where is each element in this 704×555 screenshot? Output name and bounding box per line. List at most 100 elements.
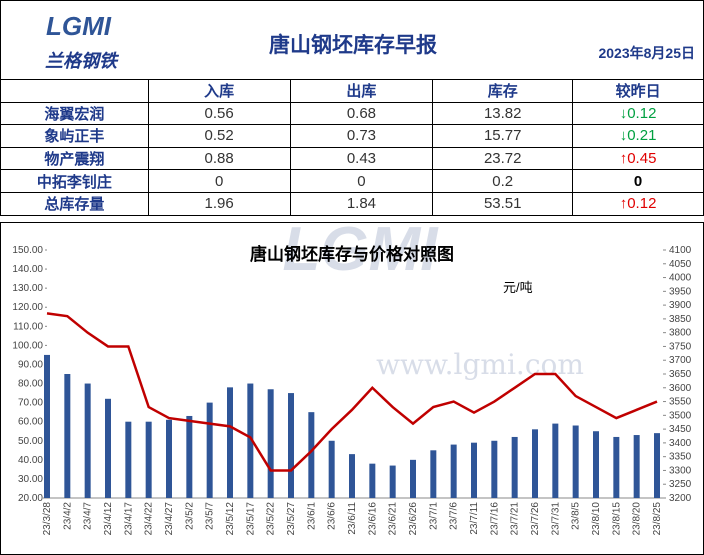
- header-cell: 入库: [147, 79, 291, 103]
- watermark: LGMI: [283, 222, 440, 284]
- cell: ↑0.12: [572, 191, 704, 216]
- x-tick-label: 23/8/15: [611, 502, 622, 536]
- bar: [64, 374, 71, 498]
- y2-tick-label: 3350: [669, 452, 692, 463]
- logo: LGMI: [46, 11, 111, 41]
- x-tick-label: 23/5/12: [225, 502, 236, 536]
- y-tick-label: 80.00: [18, 379, 43, 390]
- y2-tick-label: 3600: [669, 383, 692, 394]
- row-name: 海翼宏润: [0, 101, 149, 126]
- cell: 0.73: [289, 124, 434, 148]
- row-name: 总库存量: [0, 191, 149, 216]
- x-tick-label: 23/5/22: [266, 502, 277, 536]
- bar: [654, 433, 660, 498]
- x-tick-label: 23/6/6: [327, 502, 338, 530]
- bar: [227, 387, 233, 498]
- x-tick-label: 23/4/12: [103, 502, 114, 536]
- x-tick-label: 23/6/16: [367, 502, 378, 536]
- cell: 0.43: [289, 146, 434, 171]
- bar: [125, 421, 132, 498]
- y-tick-label: 120.00: [12, 302, 43, 313]
- row: 中拓李钊庄 0 0 0.2 0: [0, 169, 704, 193]
- title: 唐山钢坯库存早报: [269, 34, 437, 57]
- x-tick-label: 23/4/2: [62, 502, 73, 530]
- x-tick-label: 23/5/2: [184, 502, 195, 530]
- bar: [410, 459, 416, 498]
- cell: 15.77: [432, 124, 574, 148]
- y-tick-label: 140.00: [12, 264, 43, 275]
- x-tick-label: 23/7/11: [469, 502, 480, 535]
- row-name: 中拓李钊庄: [0, 169, 149, 193]
- cell: 0.68: [289, 101, 434, 126]
- row: 物产震翔 0.88 0.43 23.72 ↑0.45: [0, 146, 704, 171]
- x-tick-label: 23/7/31: [550, 502, 561, 536]
- bar: [84, 383, 91, 498]
- x-tick-label: 23/4/17: [123, 502, 134, 536]
- y2-tick-label: 4050: [669, 259, 692, 270]
- cell: 0.52: [147, 124, 291, 148]
- y-tick-label: 150.00: [12, 245, 43, 256]
- cell: 0.56: [147, 101, 291, 126]
- bar: [552, 423, 559, 498]
- y-tick-label: 20.00: [18, 493, 43, 504]
- row-name: 物产震翔: [0, 146, 149, 171]
- cell: 0: [289, 169, 434, 193]
- bar: [491, 440, 498, 498]
- bar: [247, 383, 254, 498]
- x-tick-label: 23/8/5: [571, 502, 582, 530]
- bar: [389, 465, 396, 498]
- header: LGMI 兰格钢铁 唐山钢坯库存早报 2023年8月25日: [0, 0, 704, 80]
- cell: 23.72: [432, 146, 574, 171]
- x-tick-label: 23/7/1: [428, 502, 439, 530]
- y2-tick-label: 4000: [669, 273, 692, 284]
- cell: 0: [572, 169, 704, 193]
- cell: 1.84: [289, 191, 434, 216]
- bar: [532, 429, 538, 498]
- x-tick-label: 23/5/7: [205, 502, 216, 530]
- row-name: 象屿正丰: [0, 124, 149, 148]
- cell: 13.82: [432, 101, 574, 126]
- x-tick-label: 23/6/11: [347, 502, 358, 535]
- bar: [308, 412, 315, 498]
- x-tick-label: 23/4/7: [83, 502, 94, 530]
- y2-tick-label: 3700: [669, 355, 692, 366]
- y-tick-label: 60.00: [18, 417, 43, 428]
- x-tick-label: 23/7/26: [530, 502, 541, 536]
- cell: 0.88: [147, 146, 291, 171]
- row: 海翼宏润 0.56 0.68 13.82 ↓0.12: [0, 101, 704, 126]
- stock-table: 入库 出库 库存 较昨日 海翼宏润 0.56 0.68 13.82 ↓0.12 象屿正丰 0.52 0…: [0, 79, 704, 216]
- x-tick-label: 23/7/16: [489, 502, 500, 536]
- bar: [471, 442, 477, 498]
- y2-tick-label: 3850: [669, 314, 692, 325]
- x-tick-label: 23/8/20: [632, 502, 643, 536]
- y-tick-label: 100.00: [12, 340, 43, 351]
- header-cell: 出库: [289, 79, 434, 103]
- bar: [593, 431, 599, 498]
- bar: [572, 425, 579, 498]
- bar: [613, 436, 620, 498]
- x-tick-label: 23/4/27: [164, 502, 175, 536]
- y2-tick-label: 3950: [669, 286, 692, 297]
- unit: 元/吨: [503, 280, 533, 295]
- row: 象屿正丰 0.52 0.73 15.77 ↓0.21: [0, 124, 704, 148]
- bar: [186, 415, 193, 498]
- y2-tick-label: 3300: [669, 465, 692, 476]
- cell: ↓0.12: [572, 101, 704, 126]
- x-tick-label: 23/7/6: [449, 502, 460, 530]
- y2-tick-label: 3400: [669, 438, 692, 449]
- y-tick-label: 70.00: [18, 398, 43, 409]
- y2-tick-label: 3250: [669, 479, 692, 490]
- y-tick-label: 90.00: [18, 359, 43, 370]
- cell: ↓0.21: [572, 124, 704, 148]
- bar: [328, 440, 335, 498]
- x-tick-label: 23/7/21: [510, 502, 521, 536]
- bar: [450, 444, 457, 498]
- bar: [206, 402, 213, 498]
- bar: [105, 398, 111, 498]
- y-tick-label: 30.00: [18, 474, 43, 485]
- bar: [267, 389, 274, 498]
- cell: 53.51: [432, 191, 574, 216]
- brand: 兰格钢铁: [45, 51, 117, 72]
- bar: [166, 419, 172, 498]
